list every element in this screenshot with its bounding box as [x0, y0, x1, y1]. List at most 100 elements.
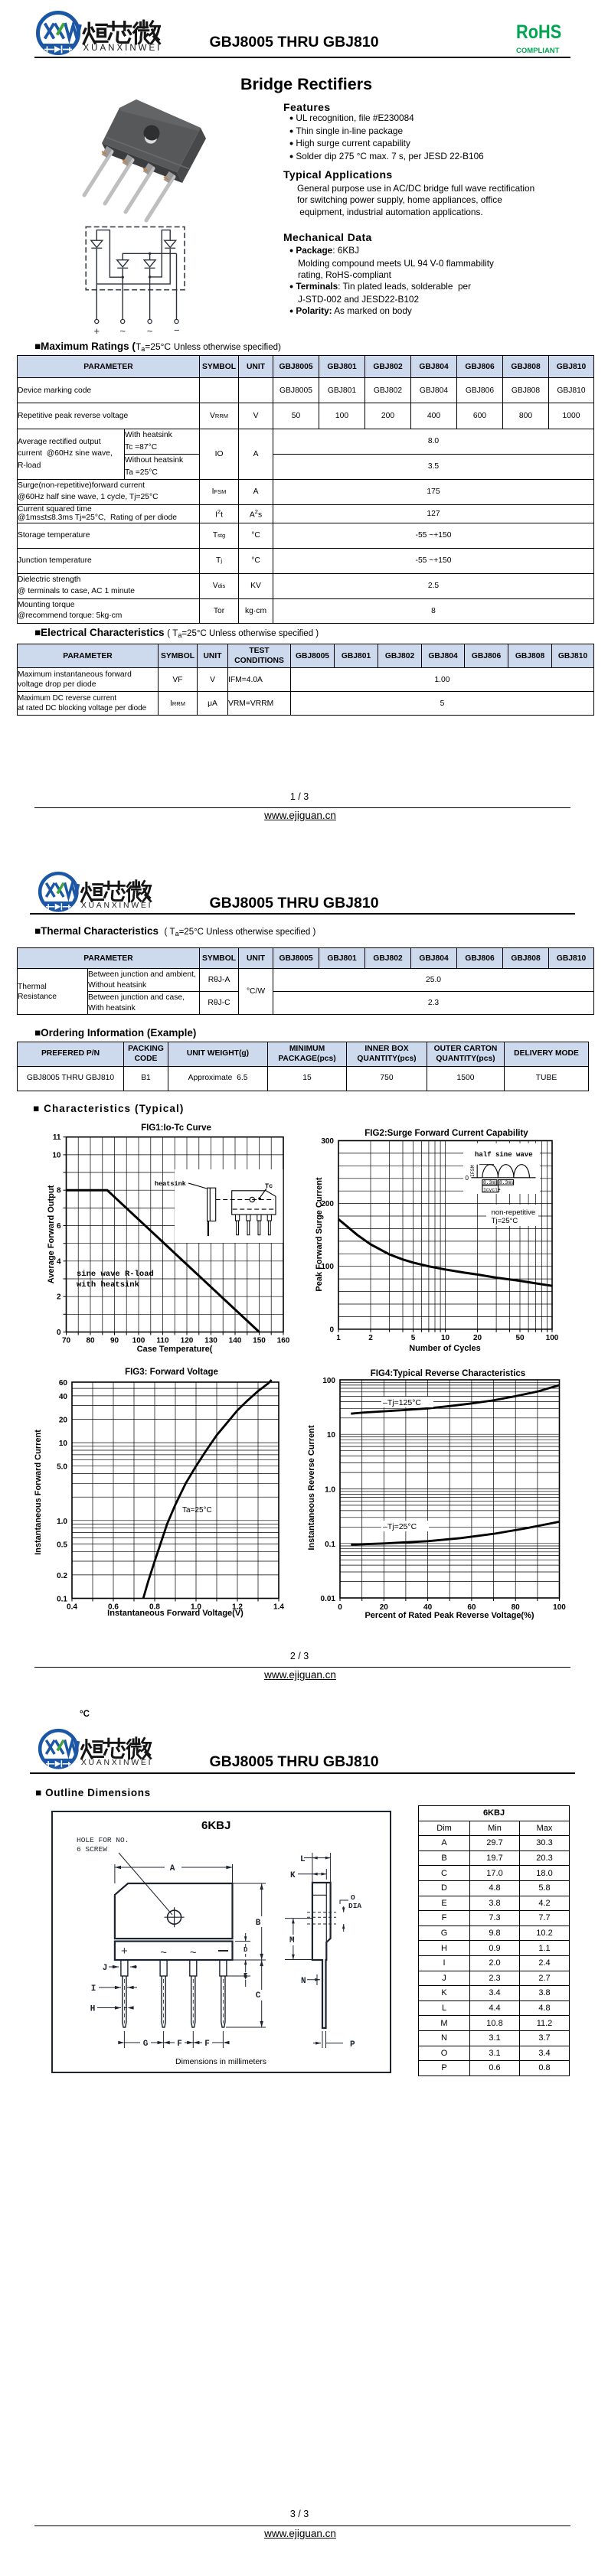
svg-text:100: 100 [322, 1377, 335, 1385]
svg-text:XUANXINWEI: XUANXINWEI [81, 902, 152, 910]
svg-text:Percent of Rated Peak Reverse: Percent of Rated Peak Reverse Voltage(%) [364, 1611, 534, 1620]
svg-text:N: N [301, 1977, 306, 1986]
svg-text:300: 300 [321, 1137, 334, 1146]
svg-text:100: 100 [546, 1334, 559, 1342]
svg-text:0.1: 0.1 [325, 1541, 335, 1549]
svg-text:L: L [300, 1855, 306, 1864]
svg-text:5: 5 [411, 1334, 416, 1342]
svg-text:1.2: 1.2 [232, 1603, 243, 1612]
svg-text:0.4: 0.4 [67, 1603, 77, 1612]
svg-text:2: 2 [57, 1293, 61, 1302]
svg-text:10: 10 [441, 1334, 450, 1342]
svg-text:IFSM: IFSM [470, 1165, 476, 1177]
svg-text:100: 100 [132, 1337, 145, 1345]
svg-text:8.3ms: 8.3ms [483, 1180, 498, 1185]
svg-text:C: C [256, 1991, 261, 2000]
svg-text:11: 11 [53, 1133, 61, 1142]
svg-text:0.8: 0.8 [149, 1603, 160, 1612]
svg-text:5.0: 5.0 [57, 1463, 67, 1472]
svg-text:1.0: 1.0 [325, 1486, 335, 1495]
svg-text:O: O [351, 1893, 355, 1902]
svg-text:140: 140 [229, 1337, 242, 1345]
svg-text:1cycle: 1cycle [483, 1188, 501, 1193]
svg-text:~: ~ [119, 325, 126, 337]
svg-text:Peak Forward Surge Current: Peak Forward Surge Current [315, 1177, 324, 1291]
svg-text:20: 20 [473, 1334, 482, 1342]
svg-text:10: 10 [327, 1431, 336, 1440]
svg-text:~: ~ [147, 325, 153, 337]
svg-text:+: + [94, 325, 100, 337]
svg-text:with heatsink: with heatsink [77, 1280, 139, 1290]
svg-text:Instantaneous Forward Voltage(: Instantaneous Forward Voltage(V) [107, 1609, 244, 1618]
svg-text:90: 90 [110, 1337, 119, 1345]
svg-text:sine wave R-load: sine wave R-load [77, 1270, 154, 1279]
svg-text:F: F [204, 2040, 210, 2049]
svg-text:–Tj=125°C: –Tj=125°C [383, 1398, 421, 1407]
svg-text:2: 2 [368, 1334, 373, 1342]
svg-text:6: 6 [57, 1222, 61, 1231]
svg-text:F: F [177, 2040, 182, 2049]
svg-text:B: B [256, 1919, 261, 1928]
svg-text:130: 130 [204, 1337, 217, 1345]
svg-text:FIG4:Typical Reverse Character: FIG4:Typical Reverse Characteristics [371, 1369, 525, 1378]
svg-text:160: 160 [277, 1337, 290, 1345]
svg-text:heatsink: heatsink [155, 1180, 186, 1188]
svg-text:40: 40 [59, 1393, 68, 1401]
svg-text:+: + [121, 1945, 128, 1958]
svg-text:half sine wave: half sine wave [475, 1151, 533, 1159]
svg-text:non-repetitive: non-repetitive [492, 1208, 536, 1217]
svg-text:FIG1:Io-Tc Curve: FIG1:Io-Tc Curve [141, 1123, 211, 1133]
svg-text:Number of Cycles: Number of Cycles [409, 1344, 481, 1353]
svg-text:Tc: Tc [265, 1182, 273, 1190]
svg-text:70: 70 [62, 1337, 71, 1345]
svg-text:0: 0 [329, 1325, 334, 1334]
svg-text:1.0: 1.0 [191, 1603, 201, 1612]
svg-text:~: ~ [190, 1946, 197, 1959]
svg-text:0: 0 [57, 1329, 61, 1337]
svg-text:8: 8 [57, 1187, 61, 1195]
svg-text:G: G [143, 2040, 149, 2049]
svg-text:XUANXINWEI: XUANXINWEI [81, 1759, 152, 1767]
svg-text:0.01: 0.01 [321, 1595, 336, 1603]
svg-text:80: 80 [86, 1337, 95, 1345]
svg-text:HOLE FOR NO.: HOLE FOR NO. [77, 1836, 129, 1844]
svg-text:Dimensions in millimeters: Dimensions in millimeters [175, 2057, 266, 2066]
svg-text:M: M [289, 1936, 295, 1945]
svg-text:150: 150 [253, 1337, 266, 1345]
svg-text:J: J [103, 1964, 108, 1973]
svg-text:1.0: 1.0 [57, 1518, 67, 1526]
svg-text:XUANXINWEI: XUANXINWEI [83, 44, 162, 53]
svg-text:FIG3: Forward Voltage: FIG3: Forward Voltage [125, 1368, 218, 1377]
svg-text:Tj=25°C: Tj=25°C [492, 1217, 518, 1225]
svg-text:FIG2:Surge Forward Current Cap: FIG2:Surge Forward Current Capability [364, 1129, 528, 1138]
svg-text:A: A [170, 1864, 175, 1873]
svg-text:80: 80 [512, 1603, 521, 1612]
svg-text:120: 120 [181, 1337, 194, 1345]
svg-text:10: 10 [52, 1151, 61, 1159]
svg-text:Average Forward Output: Average Forward Output [47, 1185, 56, 1283]
svg-text:100: 100 [321, 1263, 334, 1271]
svg-text:H: H [90, 2005, 96, 2014]
svg-text:60: 60 [59, 1379, 68, 1387]
svg-text:60: 60 [467, 1603, 476, 1612]
svg-text:P: P [350, 2040, 355, 2049]
svg-text:I: I [91, 1984, 96, 1994]
svg-text:8.3ms: 8.3ms [499, 1180, 514, 1185]
svg-text:DIA: DIA [348, 1902, 361, 1910]
svg-text:K: K [290, 1871, 296, 1880]
svg-text:10: 10 [59, 1440, 68, 1448]
svg-text:Instantaneous Reverse Current: Instantaneous Reverse Current [307, 1425, 316, 1550]
svg-text:0.5: 0.5 [57, 1541, 67, 1549]
svg-text:0.1: 0.1 [57, 1596, 67, 1604]
svg-text:Case Temperature(: Case Temperature( [137, 1345, 213, 1354]
svg-text:–Tj=25°C: –Tj=25°C [383, 1522, 417, 1531]
svg-text:−: − [174, 324, 180, 336]
svg-text:~: ~ [160, 1946, 167, 1959]
svg-text:E: E [244, 1972, 248, 1980]
svg-text:4: 4 [57, 1257, 61, 1266]
svg-text:100: 100 [553, 1603, 566, 1612]
svg-text:50: 50 [515, 1334, 525, 1342]
svg-text:1.4: 1.4 [273, 1603, 284, 1612]
svg-text:0: 0 [338, 1603, 342, 1612]
svg-text:0.6: 0.6 [108, 1603, 119, 1612]
